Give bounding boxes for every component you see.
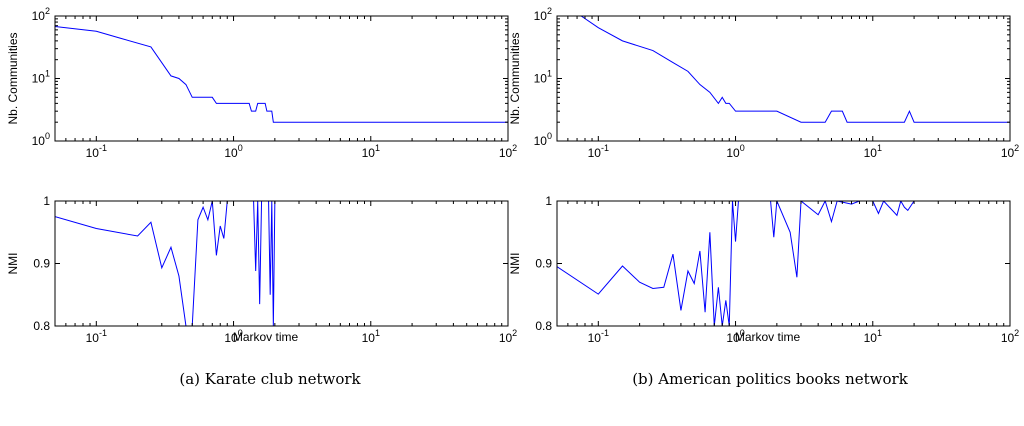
x-tick-label: 100 [224,328,242,345]
y-axis-label: Nb. Communities [508,32,522,124]
x-axis-label: Markov time [735,330,801,344]
y-tick-label: 100 [534,131,552,148]
x-tick-label: 10-1 [86,328,107,345]
axes-box [556,200,1011,327]
series-line [55,201,508,326]
y-axis-label: NMI [6,253,20,275]
y-tick-label: 0.9 [33,257,50,271]
y-tick-label: 102 [32,6,50,23]
x-tick-label: 101 [362,328,380,345]
y-tick-label: 101 [32,69,50,86]
x-tick-label: 101 [362,143,380,160]
x-tick-label: 101 [864,328,882,345]
x-tick-label: 10-1 [588,143,609,160]
chart-b-bottom: 10-1 100 101 102 0.8 0.9 1 NMI Markov time [508,194,1019,345]
caption-karate-club: (a) Karate club network [179,370,361,388]
y-tick-label: 100 [32,131,50,148]
y-tick-label: 0.8 [535,319,552,333]
x-tick-label: 102 [499,143,517,160]
y-tick-label: 101 [534,69,552,86]
series-line [580,16,1010,123]
x-tick-label: 100 [726,143,744,160]
y-tick-label: 1 [43,194,50,208]
y-tick-label: 102 [534,6,552,23]
axes-box [54,200,509,327]
x-tick-label: 100 [726,328,744,345]
x-tick-label: 101 [864,143,882,160]
y-axis-label: NMI [508,253,522,275]
y-axis-label: Nb. Communities [6,32,20,124]
chart-a-top: 10-1 100 101 102 100 101 102 Nb. Communities [6,6,517,160]
chart-b-top: 10-1 100 101 102 100 101 102 Nb. Communities [508,6,1019,160]
caption-american-politics-books: (b) American politics books network [632,370,908,388]
series-line [55,25,508,123]
x-tick-label: 102 [1001,143,1019,160]
x-tick-label: 102 [499,328,517,345]
x-tick-label: 10-1 [86,143,107,160]
x-axis-label: Markov time [233,330,299,344]
x-tick-label: 10-1 [588,328,609,345]
y-tick-label: 0.9 [535,257,552,271]
x-tick-label: 100 [224,143,242,160]
series-line [557,201,1010,326]
y-tick-label: 1 [545,194,552,208]
chart-a-bottom: 10-1 100 101 102 0.8 0.9 1 NMI Markov time [6,194,517,345]
x-tick-label: 102 [1001,328,1019,345]
y-tick-label: 0.8 [33,319,50,333]
